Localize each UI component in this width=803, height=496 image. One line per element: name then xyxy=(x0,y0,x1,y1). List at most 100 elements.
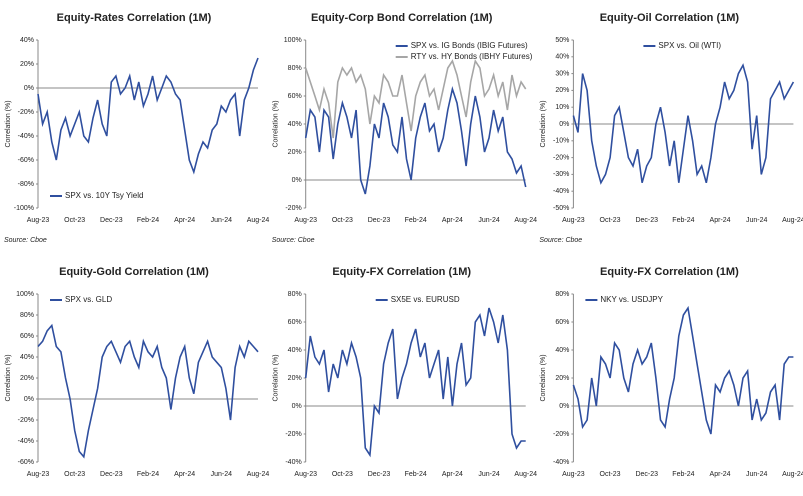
y-tick-label: 60% xyxy=(288,319,302,326)
x-tick-label: Aug-23 xyxy=(562,471,585,478)
x-tick-label: Dec-23 xyxy=(100,471,123,478)
legend-label: SPX vs. Oil (WTI) xyxy=(658,41,721,50)
x-tick-label: Feb-24 xyxy=(137,217,159,224)
x-tick-label: Feb-24 xyxy=(672,471,694,478)
x-tick-label: Feb-24 xyxy=(405,217,427,224)
series-line xyxy=(572,63,795,185)
y-tick-label: -20% xyxy=(285,431,301,438)
y-tick-label: 60% xyxy=(288,93,302,100)
y-tick-label: 50% xyxy=(555,37,569,44)
x-tick-label: Oct-23 xyxy=(600,217,621,224)
y-tick-label: 20% xyxy=(288,149,302,156)
x-tick-label: Oct-23 xyxy=(332,471,353,478)
y-tick-label: 20% xyxy=(555,375,569,382)
y-tick-label: 10% xyxy=(555,104,569,111)
legend-label: NKY vs. USDJPY xyxy=(600,295,663,304)
chart-title: Equity-FX Correlation (1M) xyxy=(332,266,471,278)
y-tick-label: 20% xyxy=(20,375,34,382)
x-tick-label: Aug-23 xyxy=(27,217,50,224)
series-line xyxy=(304,85,527,195)
chart-title: Equity-Rates Correlation (1M) xyxy=(57,12,212,24)
x-tick-label: Oct-23 xyxy=(332,217,353,224)
y-tick-label: 20% xyxy=(20,61,34,68)
x-tick-label: Jun-24 xyxy=(211,471,233,478)
x-tick-label: Jun-24 xyxy=(746,217,768,224)
y-tick-label: 0% xyxy=(559,403,569,410)
y-axis-label: Correlation (%) xyxy=(5,100,12,147)
y-tick-label: -100% xyxy=(14,205,34,212)
y-tick-label: -40% xyxy=(18,438,34,445)
y-tick-label: 80% xyxy=(555,291,569,298)
x-tick-label: Dec-23 xyxy=(100,217,123,224)
x-tick-label: Apr-24 xyxy=(174,471,195,478)
y-tick-label: -20% xyxy=(285,205,301,212)
y-tick-label: 0% xyxy=(292,403,302,410)
x-tick-label: Jun-24 xyxy=(211,217,233,224)
x-tick-label: Dec-23 xyxy=(635,217,658,224)
x-tick-label: Dec-23 xyxy=(368,217,391,224)
x-tick-label: Oct-23 xyxy=(64,471,85,478)
legend-label: RTY vs. HY Bonds (IBHY Futures) xyxy=(411,52,533,61)
y-tick-label: 0% xyxy=(559,121,569,128)
y-tick-label: 100% xyxy=(16,291,34,298)
y-tick-label: 40% xyxy=(20,354,34,361)
y-axis-label: Correlation (%) xyxy=(273,100,280,147)
source-note: Source: Cboe xyxy=(272,237,315,244)
y-tick-label: 20% xyxy=(555,87,569,94)
x-tick-label: Aug-23 xyxy=(294,217,317,224)
y-tick-label: 40% xyxy=(20,37,34,44)
y-tick-label: 80% xyxy=(20,312,34,319)
y-tick-label: -10% xyxy=(553,138,569,145)
x-tick-label: Aug-24 xyxy=(247,217,270,224)
y-tick-label: 40% xyxy=(555,347,569,354)
y-tick-label: -20% xyxy=(553,431,569,438)
x-tick-label: Aug-24 xyxy=(514,471,537,478)
legend-label: SPX vs. IG Bonds (IBIG Futures) xyxy=(411,41,528,50)
x-tick-label: Feb-24 xyxy=(137,471,159,478)
y-axis-label: Correlation (%) xyxy=(273,354,280,401)
x-tick-label: Apr-24 xyxy=(710,217,731,224)
y-tick-label: -30% xyxy=(553,171,569,178)
source-note: Source: Cboe xyxy=(4,237,47,244)
y-tick-label: 0% xyxy=(24,85,34,92)
series-line xyxy=(37,57,259,175)
x-tick-label: Feb-24 xyxy=(672,217,694,224)
y-tick-label: 0% xyxy=(24,396,34,403)
legend-label: SPX vs. GLD xyxy=(65,295,112,304)
y-tick-label: 40% xyxy=(288,347,302,354)
x-tick-label: Aug-23 xyxy=(27,471,50,478)
x-tick-label: Aug-23 xyxy=(294,471,317,478)
y-tick-label: -60% xyxy=(18,157,34,164)
x-tick-label: Feb-24 xyxy=(405,471,427,478)
y-axis-label: Correlation (%) xyxy=(540,100,547,147)
y-tick-label: -40% xyxy=(553,459,569,466)
x-tick-label: Jun-24 xyxy=(478,217,500,224)
x-tick-label: Oct-23 xyxy=(64,217,85,224)
y-tick-label: 100% xyxy=(284,37,302,44)
series-line xyxy=(304,58,527,139)
x-tick-label: Aug-23 xyxy=(562,217,585,224)
y-tick-label: 20% xyxy=(288,375,302,382)
y-tick-label: 60% xyxy=(555,319,569,326)
chart-title: Equity-Corp Bond Correlation (1M) xyxy=(311,12,493,24)
y-tick-label: 80% xyxy=(288,291,302,298)
x-tick-label: Dec-23 xyxy=(635,471,658,478)
y-tick-label: -20% xyxy=(18,417,34,424)
series-line xyxy=(304,307,526,458)
legend-label: SX5E vs. EURUSD xyxy=(391,295,460,304)
y-tick-label: 80% xyxy=(288,65,302,72)
chart-title: Equity-FX Correlation (1M) xyxy=(600,266,739,278)
x-tick-label: Apr-24 xyxy=(174,217,195,224)
y-tick-label: -60% xyxy=(18,459,34,466)
chart-title: Equity-Gold Correlation (1M) xyxy=(59,266,209,278)
source-note: Source: Cboe xyxy=(539,237,582,244)
y-tick-label: -20% xyxy=(18,109,34,116)
y-tick-label: -20% xyxy=(553,154,569,161)
chart-title: Equity-Oil Correlation (1M) xyxy=(600,12,740,24)
y-tick-label: -40% xyxy=(285,459,301,466)
y-tick-label: 40% xyxy=(555,54,569,61)
x-tick-label: Dec-23 xyxy=(368,471,391,478)
x-tick-label: Apr-24 xyxy=(710,471,731,478)
y-tick-label: 0% xyxy=(292,177,302,184)
